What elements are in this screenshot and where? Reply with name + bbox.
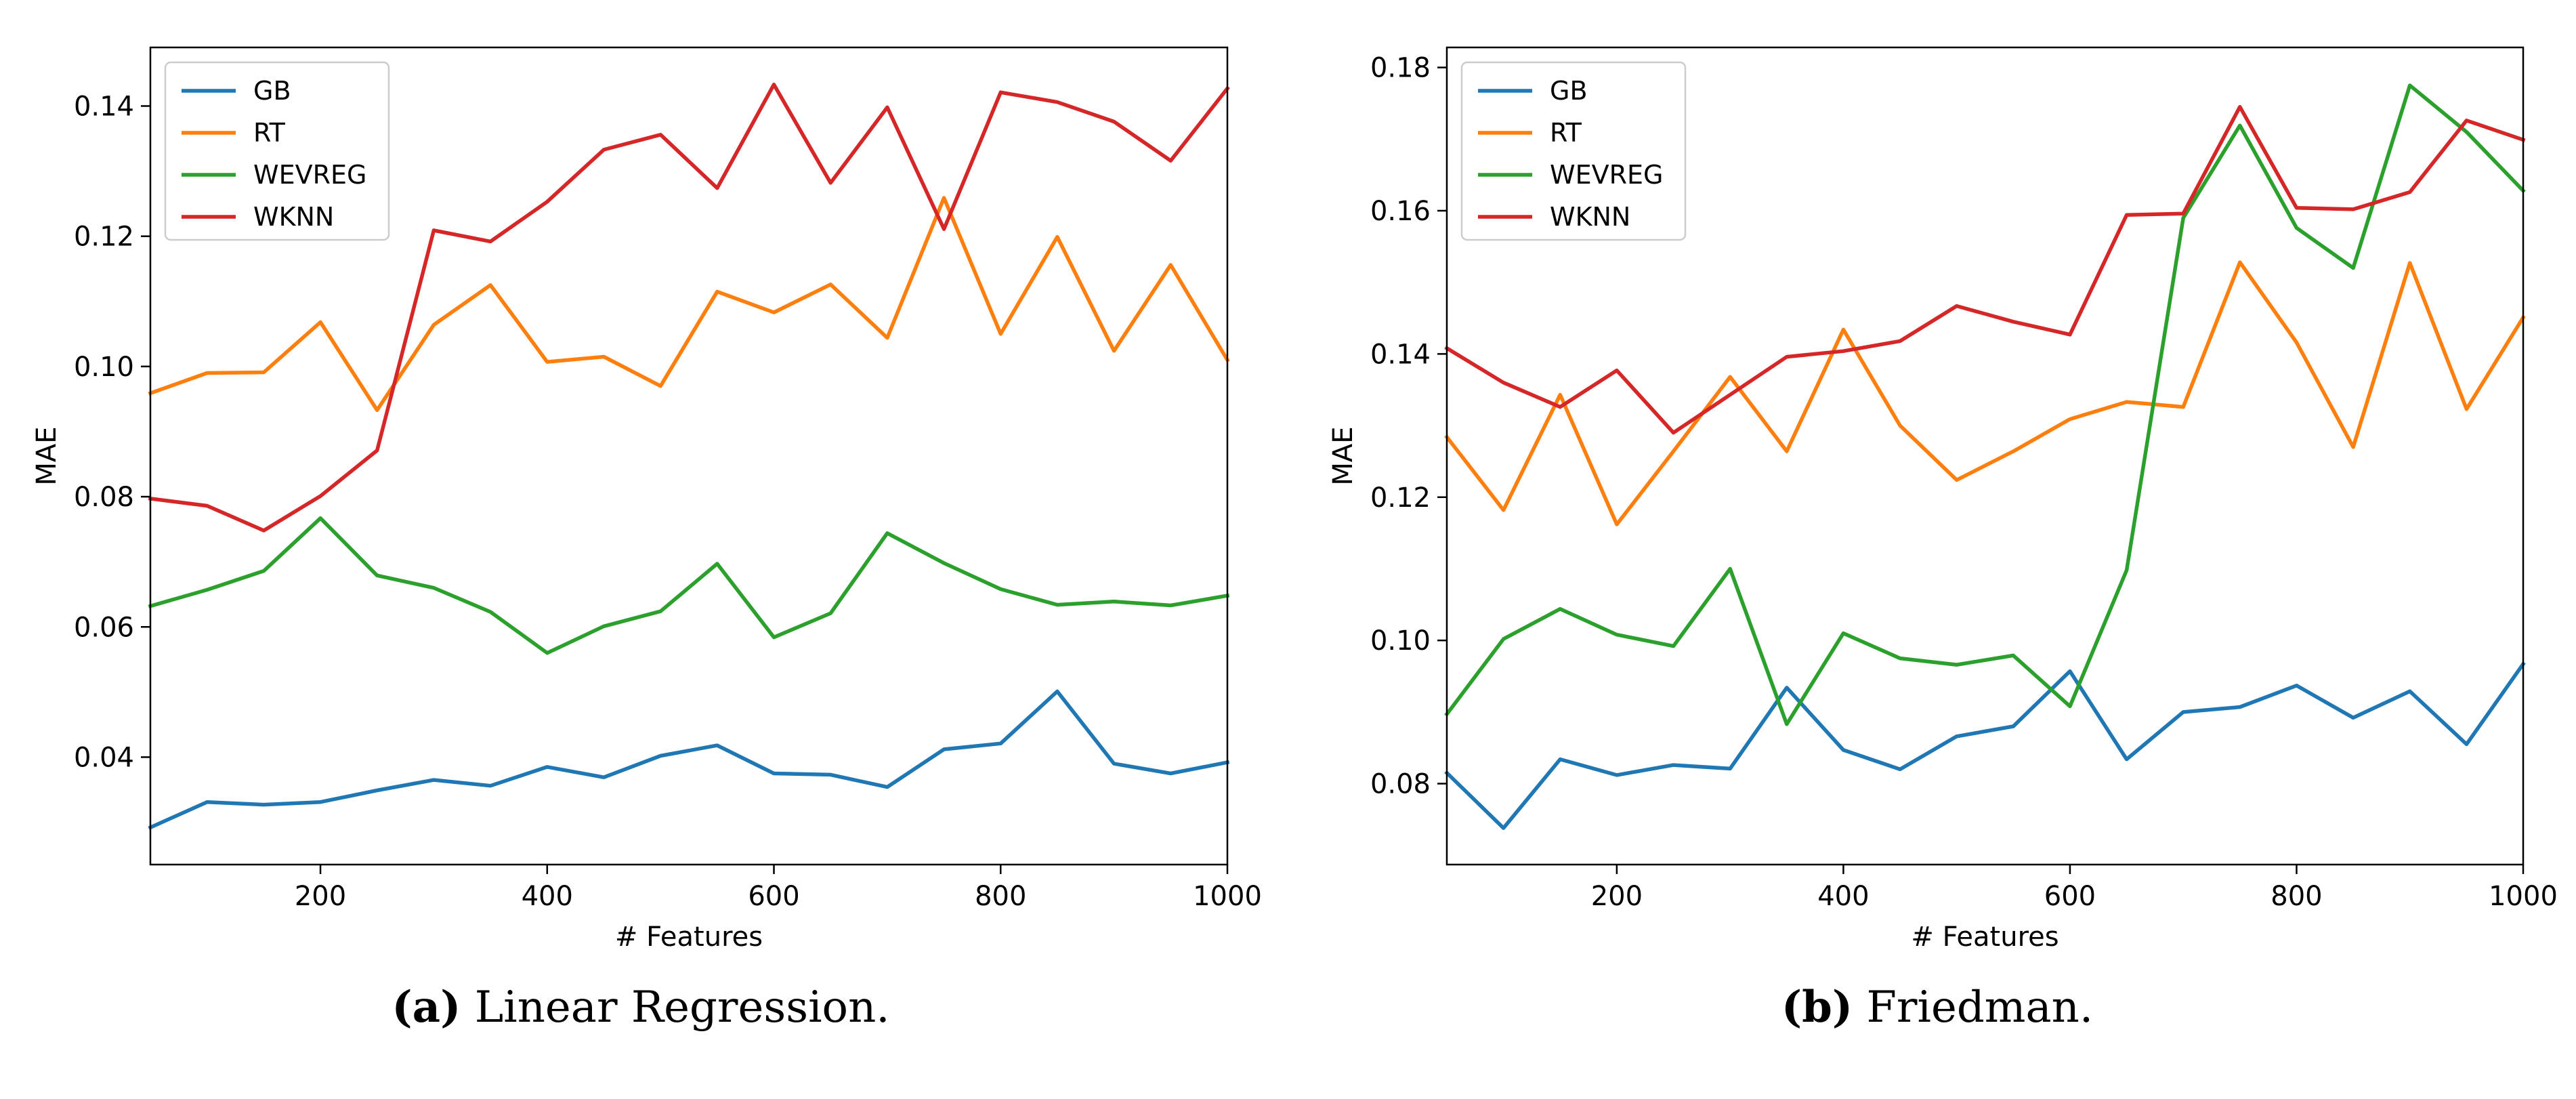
x-tick-label: 200 xyxy=(1591,881,1643,912)
legend: GB RT WEVREG WKNN xyxy=(1460,61,1687,241)
y-tick-label: 0.12 xyxy=(74,222,134,253)
series-line-rt xyxy=(1444,260,2526,526)
y-tick-label: 0.08 xyxy=(74,482,134,513)
plot-frame xyxy=(1445,46,2525,866)
legend-label-wknn: WKNN xyxy=(253,202,334,232)
y-tick-label: 0.08 xyxy=(1370,769,1431,800)
x-tick-label: 800 xyxy=(2271,881,2322,912)
y-tick-label: 0.06 xyxy=(74,612,134,643)
x-tick-label: 400 xyxy=(1817,881,1869,912)
x-tick-label: 600 xyxy=(748,881,799,912)
y-tick-label: 0.18 xyxy=(1370,53,1431,84)
y-tick-label: 0.14 xyxy=(1370,339,1431,370)
panel-friedman: 200 400 600 800 1000 0.08 0.10 0.12 0.14 0.16 0.18… xyxy=(1328,46,2558,1033)
legend-label-wevreg: WEVREG xyxy=(1550,160,1663,190)
legend-label-gb: GB xyxy=(253,76,291,106)
y-tick-label: 0.04 xyxy=(74,742,134,773)
x-tick-label: 400 xyxy=(522,881,573,912)
legend: GB RT WEVREG WKNN xyxy=(164,61,390,241)
x-axis-label: # Features xyxy=(1911,921,2058,953)
y-tick-label: 0.10 xyxy=(1370,625,1431,657)
panel-caption: (b) Friedman. xyxy=(1781,982,2093,1033)
caption-letter: (a) xyxy=(392,982,461,1033)
legend-box xyxy=(1460,61,1687,241)
series-line-gb xyxy=(148,689,1230,830)
series-line-wevreg xyxy=(148,516,1230,655)
legend-label-wevreg: WEVREG xyxy=(253,160,366,190)
series-line-wknn xyxy=(1444,104,2526,435)
panel-linear-regression: 200 400 600 800 1000 0.04 0.06 0.08 0.10 0.12 0.14… xyxy=(31,46,1262,1033)
caption-title: Friedman. xyxy=(1853,982,2093,1033)
y-tick-label: 0.16 xyxy=(1370,196,1431,227)
legend-label-gb: GB xyxy=(1550,76,1588,106)
legend-box xyxy=(164,61,390,241)
y-axis-label: MAE xyxy=(1328,426,1359,485)
x-tick-label: 600 xyxy=(2044,881,2096,912)
series-line-rt xyxy=(148,196,1230,413)
caption-letter: (b) xyxy=(1781,982,1853,1033)
y-tick-label: 0.14 xyxy=(74,91,134,122)
x-tick-label: 800 xyxy=(975,881,1026,912)
panel-caption: (a) Linear Regression. xyxy=(392,982,889,1033)
series-line-gb xyxy=(1444,661,2526,830)
series-line-wknn xyxy=(148,83,1230,533)
series-line-wevreg xyxy=(1444,83,2526,726)
plot-frame xyxy=(149,46,1229,866)
y-tick-label: 0.12 xyxy=(1370,482,1431,514)
y-axis-label: MAE xyxy=(31,426,62,485)
legend-label-wknn: WKNN xyxy=(1550,202,1630,232)
x-axis-label: # Features xyxy=(615,921,763,953)
legend-label-rt: RT xyxy=(1550,118,1582,148)
x-tick-label: 1000 xyxy=(2489,881,2558,912)
y-tick-label: 0.10 xyxy=(74,352,134,383)
legend-label-rt: RT xyxy=(253,118,286,148)
x-tick-label: 200 xyxy=(295,881,346,912)
x-tick-label: 1000 xyxy=(1193,881,1262,912)
caption-title: Linear Regression. xyxy=(461,982,889,1033)
